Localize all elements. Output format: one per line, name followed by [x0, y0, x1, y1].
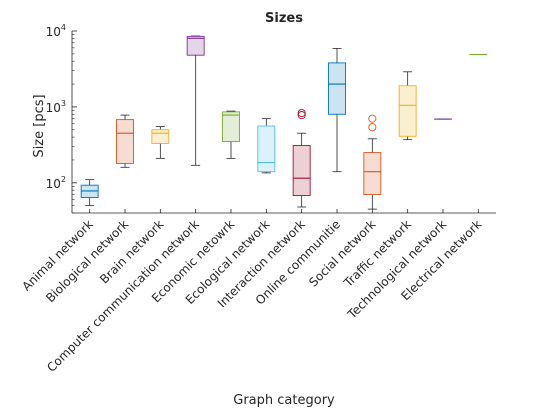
box-8	[328, 62, 346, 115]
y-tick-label-1: 102	[46, 175, 66, 191]
box-10	[398, 85, 417, 137]
x-axis-label: Graph category	[233, 393, 335, 408]
box-5	[222, 111, 240, 142]
box-6	[257, 125, 276, 173]
chart-title: Sizes	[265, 11, 303, 26]
y-tick-label-3: 104	[46, 23, 66, 39]
box-7	[292, 145, 311, 196]
box-3	[151, 129, 170, 144]
box-2	[116, 119, 134, 164]
y-axis-label: Size [pcs]	[32, 94, 47, 157]
outlier-7-1	[297, 111, 306, 120]
outlier-9-2	[368, 114, 377, 123]
box-4	[186, 35, 205, 56]
y-tick-label-2: 103	[46, 99, 66, 115]
outlier-9-1	[368, 123, 377, 132]
outlier-7-2	[297, 108, 306, 118]
box-9	[363, 152, 382, 196]
